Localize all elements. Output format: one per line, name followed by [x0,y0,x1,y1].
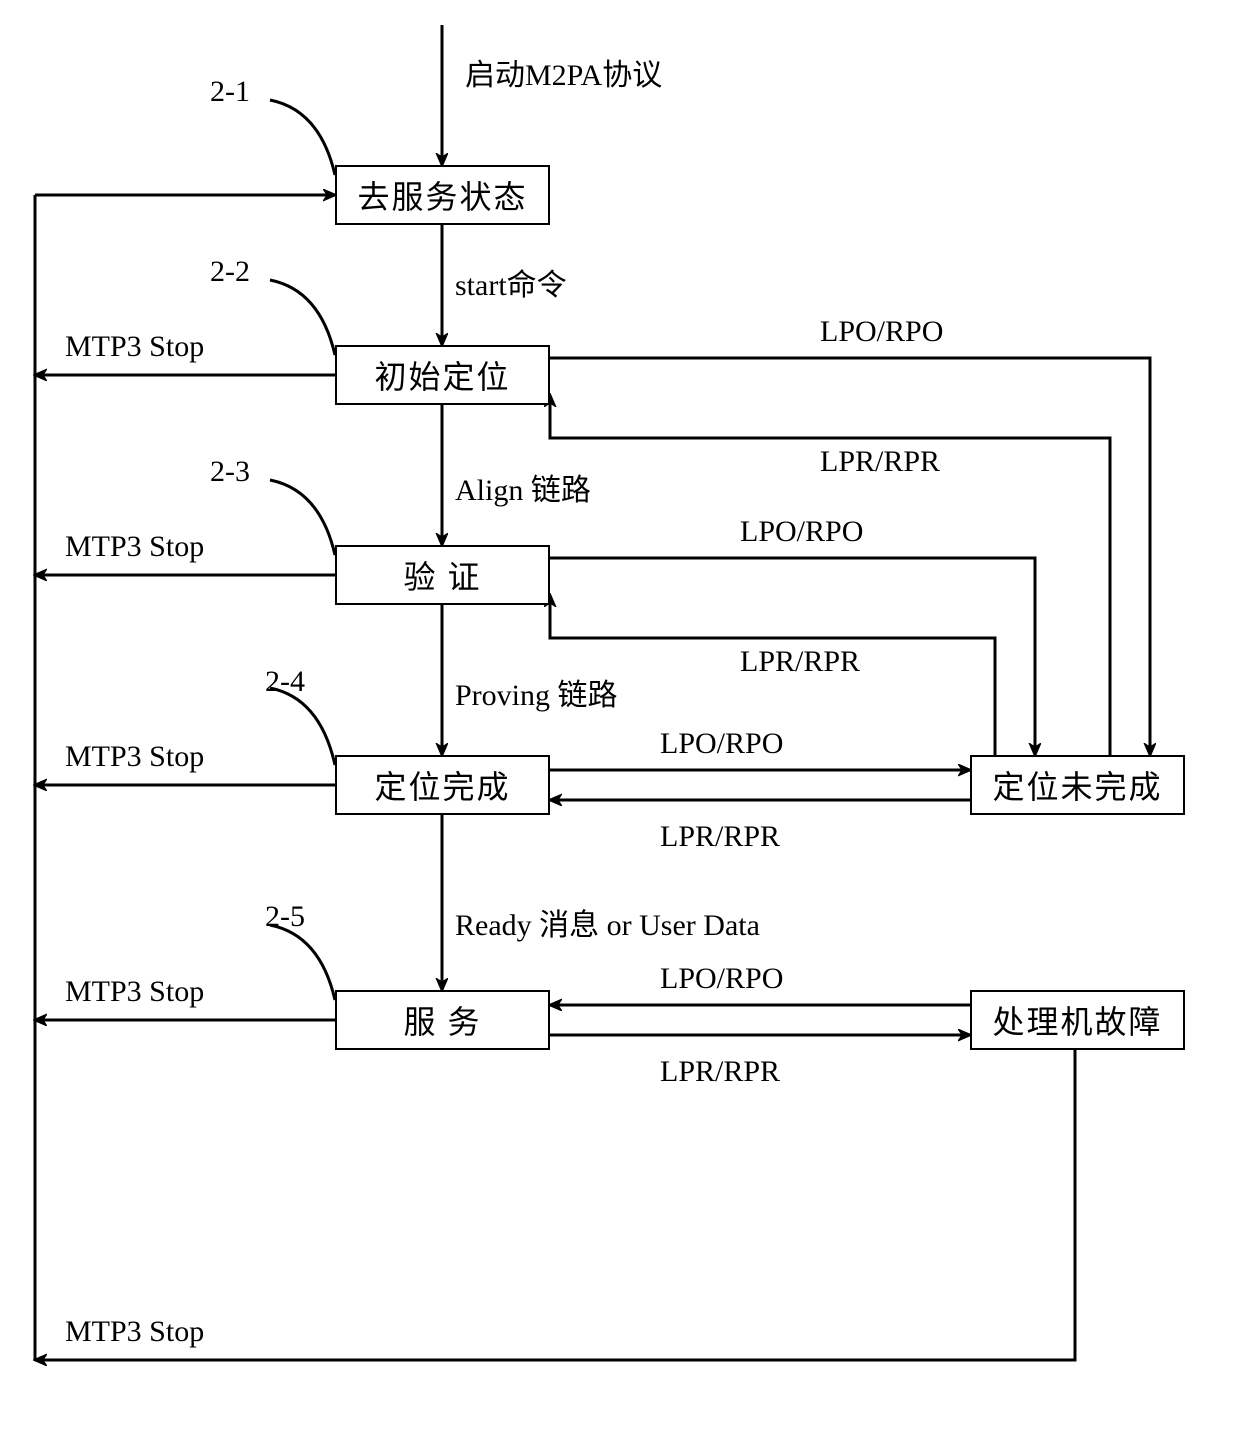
label-lpo-5: LPO/RPO [660,962,783,996]
label-lpo-3: LPO/RPO [740,515,863,549]
label-mtp3-stop-3: MTP3 Stop [65,530,204,564]
node-label: 去服务状态 [357,172,527,218]
node-label: 定位未完成 [992,762,1162,808]
marker-2-2: 2-2 [210,255,250,289]
node-processor-outage: 处理机故障 [970,990,1185,1050]
label-align-link: Align 链路 [455,465,591,509]
flowchart-diagram: 去服务状态 初始定位 验 证 定位完成 服 务 定位未完成 处理机故障 2-1 … [20,20,1233,1427]
label-ready-userdata: Ready 消息 or User Data [455,900,760,944]
node-label: 初始定位 [374,352,510,398]
marker-2-1: 2-1 [210,75,250,109]
label-mtp3-stop-2: MTP3 Stop [65,330,204,364]
node-in-service: 服 务 [335,990,550,1050]
node-aligned-ready: 定位完成 [335,755,550,815]
node-label: 定位完成 [374,762,510,808]
label-start-cmd: start命令 [455,260,567,304]
marker-2-3: 2-3 [210,455,250,489]
marker-2-4: 2-4 [265,665,305,699]
label-proving-link: Proving 链路 [455,670,618,714]
node-label: 服 务 [403,997,481,1043]
label-lpo-4: LPO/RPO [660,727,783,761]
label-lpr-5: LPR/RPR [660,1055,780,1089]
node-proving: 验 证 [335,545,550,605]
label-lpr-3: LPR/RPR [740,645,860,679]
label-lpr-4: LPR/RPR [660,820,780,854]
node-label: 验 证 [403,552,481,598]
label-mtp3-stop-7: MTP3 Stop [65,1315,204,1349]
edges-svg [20,20,1233,1427]
node-initial-alignment: 初始定位 [335,345,550,405]
label-mtp3-stop-4: MTP3 Stop [65,740,204,774]
label-lpr-2: LPR/RPR [820,445,940,479]
label-lpo-2: LPO/RPO [820,315,943,349]
node-aligned-not-ready: 定位未完成 [970,755,1185,815]
marker-2-5: 2-5 [265,900,305,934]
label-start-m2pa: 启动M2PA协议 [465,50,662,94]
node-out-of-service: 去服务状态 [335,165,550,225]
node-label: 处理机故障 [992,997,1162,1043]
label-mtp3-stop-5: MTP3 Stop [65,975,204,1009]
